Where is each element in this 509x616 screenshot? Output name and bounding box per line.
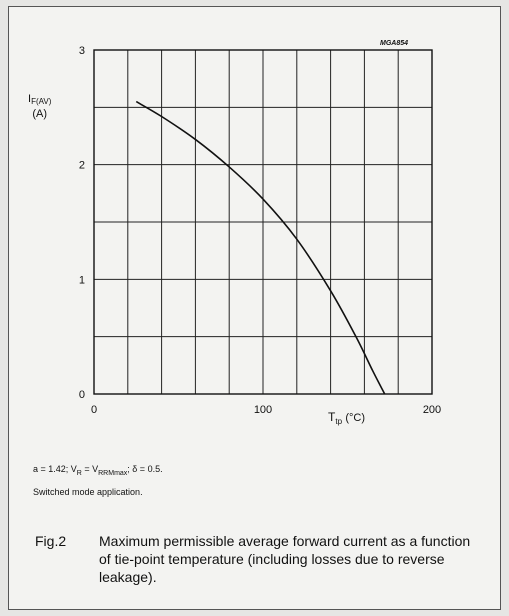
y-axis-label: IF(AV) (A) — [28, 92, 51, 121]
note-part: ; δ = 0.5. — [127, 464, 163, 474]
series-line — [135, 100, 386, 395]
figure-code: MGA854 — [380, 40, 409, 47]
application-note: Switched mode application. — [33, 487, 143, 497]
figure-caption: Fig.2 Maximum permissible average forward… — [35, 532, 479, 586]
note-part: a = 1.42; V — [33, 464, 77, 474]
plot-frame — [93, 49, 433, 395]
y-tick-label: 2 — [79, 160, 85, 172]
figure-panel — [8, 6, 501, 610]
x-axis-label-main: T — [328, 410, 336, 424]
y-axis-label-unit: (A) — [32, 108, 48, 120]
y-axis-label-sub: F(AV) — [31, 97, 52, 106]
chart-series — [135, 100, 386, 395]
chart-grid — [93, 49, 433, 395]
condition-note: a = 1.42; VR = VRRMmax; δ = 0.5. — [33, 464, 163, 477]
note-part: = V — [81, 464, 99, 474]
x-tick-label: 0 — [91, 404, 97, 416]
note-sub: R — [76, 469, 82, 477]
x-tick-label: 200 — [423, 404, 441, 416]
caption-label: Fig.2 — [35, 533, 67, 549]
x-axis-label-unit: (°C) — [345, 412, 366, 424]
x-tick-label: 100 — [254, 404, 272, 416]
y-tick-label: 0 — [79, 389, 85, 401]
caption-text: Maximum permissible average forward curr… — [99, 533, 471, 585]
note-sub: RRMmax — [98, 469, 128, 477]
chart-ticks: 0 100 200 0 1 2 3 — [79, 45, 441, 416]
y-tick-label: 1 — [79, 274, 85, 286]
y-tick-label: 3 — [79, 45, 85, 57]
x-axis-label-sub: tp — [335, 417, 343, 426]
x-axis-label: Ttp (°C) — [328, 410, 366, 426]
y-axis-label-main: I — [28, 93, 32, 105]
